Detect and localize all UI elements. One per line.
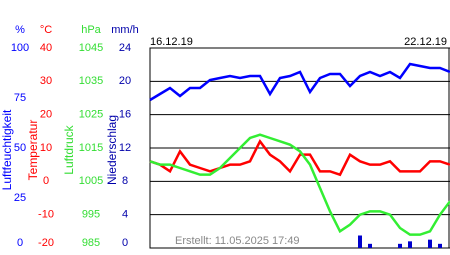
y-tick-label: 0 (43, 175, 49, 187)
y-tick-label: 24 (119, 42, 131, 54)
y-tick-label: 40 (40, 42, 52, 54)
axis-unit: % (15, 24, 25, 36)
y-tick-label: -20 (38, 237, 54, 249)
y-tick-label: 0 (122, 237, 128, 249)
y-tick-label: 75 (14, 92, 26, 104)
y-tick-label: 16 (119, 109, 131, 121)
y-tick-label: 4 (122, 209, 128, 221)
series-line (149, 62, 450, 102)
date-end: 22.12.19 (404, 36, 447, 48)
y-tick-label: 100 (11, 42, 29, 54)
series-line (149, 133, 450, 236)
y-tick-label: 1045 (79, 42, 103, 54)
y-tick-label: 50 (14, 142, 26, 154)
precip-bar (438, 243, 442, 248)
y-tick-label: -10 (38, 209, 54, 221)
axis-unit: mm/h (111, 24, 139, 36)
y-tick-label: 1025 (79, 109, 103, 121)
axis-unit: °C (40, 24, 52, 36)
axis-title: Niederschlag (105, 115, 119, 185)
y-tick-label: 12 (119, 142, 131, 154)
y-tick-label: 0 (17, 237, 23, 249)
precip-bar (368, 243, 372, 248)
y-tick-label: 1035 (79, 75, 103, 87)
y-tick-label: 20 (40, 109, 52, 121)
y-tick-label: 1005 (79, 175, 103, 187)
series-line (149, 138, 450, 177)
y-tick-label: 8 (122, 175, 128, 187)
y-tick-label: 1015 (79, 142, 103, 154)
axis-title: Temperatur (26, 120, 40, 181)
precip-bar (398, 243, 402, 248)
precip-bar (428, 239, 432, 248)
axis-title: Luftdruck (62, 124, 76, 174)
precip-bar (358, 235, 362, 248)
precip-bar (408, 241, 412, 248)
axis-unit: hPa (81, 24, 101, 36)
axis-title: Luftfeuchtigkeit (0, 109, 14, 190)
y-tick-label: 10 (40, 142, 52, 154)
date-start: 16.12.19 (150, 36, 193, 48)
y-tick-label: 995 (82, 209, 100, 221)
y-tick-label: 20 (119, 75, 131, 87)
y-tick-label: 30 (40, 75, 52, 87)
y-tick-label: 985 (82, 237, 100, 249)
footer: Erstellt: 11.05.2025 17:49 (175, 235, 300, 247)
y-tick-label: 25 (14, 192, 26, 204)
